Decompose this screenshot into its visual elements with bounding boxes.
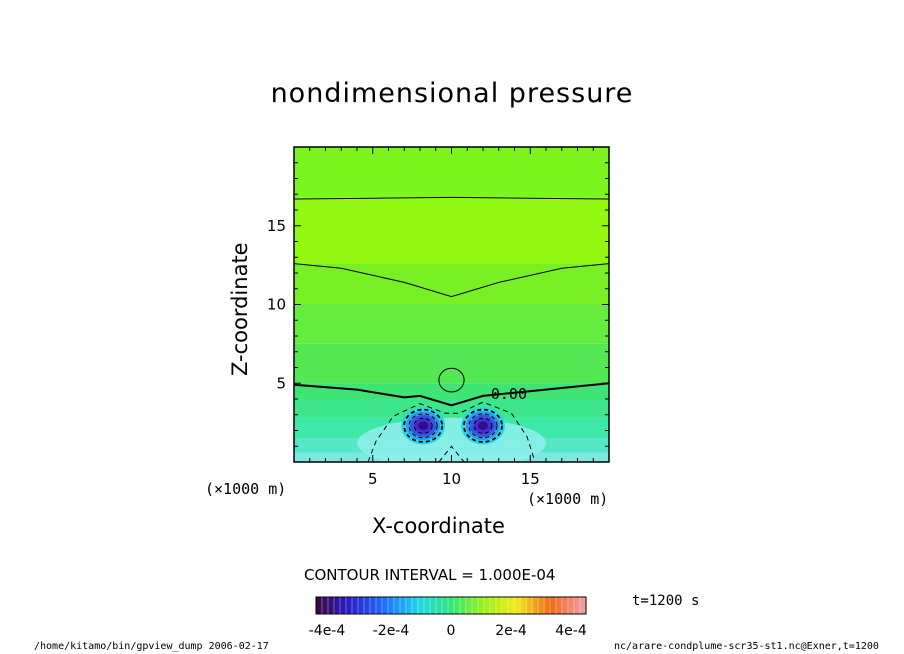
contour-negative: [403, 408, 444, 443]
contour-negative: [473, 417, 493, 434]
zero-contour-label: 0.00: [491, 385, 527, 403]
colorbar-tick-label: -2e-4: [373, 623, 410, 639]
contour-positive: [294, 263, 609, 298]
field-band: [294, 147, 609, 198]
pressure-minimum: [418, 421, 429, 431]
contour-negative: [463, 408, 503, 443]
x-unit-label: (×1000 m): [527, 490, 609, 508]
colorbar-tick-label: -4e-4: [309, 623, 346, 639]
y-tick-label: 5: [276, 374, 286, 392]
z-unit-label: (×1000 m): [205, 480, 287, 498]
colorbar-tick-label: 0: [447, 623, 456, 639]
contour-positive: [294, 196, 609, 200]
axis-ticks: 5 10 15 5 10 15: [267, 147, 609, 488]
y-axis-label: Z-coordinate: [228, 242, 252, 376]
colorbar-tick-label: 4e-4: [555, 623, 587, 639]
field-band: [294, 304, 609, 344]
contour-negative: [408, 413, 438, 439]
colorbar-bar: [315, 596, 587, 615]
field-band: [294, 343, 609, 384]
field-band: [294, 197, 609, 264]
field-band: [294, 263, 609, 305]
footer-left: /home/kitamo/bin/gpview_dump 2006-02-17: [34, 641, 269, 652]
x-tick-label: 10: [442, 470, 461, 488]
field-band: [294, 383, 609, 399]
page-title: nondimensional pressure: [270, 78, 634, 109]
contour-negative: [438, 445, 465, 462]
y-tick-label: 10: [267, 296, 286, 314]
field-band: [294, 399, 609, 418]
y-tick-label: 15: [267, 217, 286, 235]
contour-zero: [294, 382, 609, 407]
x-axis-label: X-coordinate: [372, 514, 505, 538]
footer-right: nc/arare-condplume-scr35-st1.nc@Exner,t=…: [614, 641, 879, 652]
contour-negative: [468, 413, 498, 439]
contour-negative: [413, 417, 433, 434]
colorbar-tick-label: 2e-4: [495, 623, 527, 639]
time-label: t=1200 s: [632, 593, 700, 609]
contour-layer: 0.00: [294, 196, 609, 462]
colorbar-stripes: -4e-4 -2e-4 0 2e-4 4e-4: [309, 597, 587, 639]
contour-interval-text: CONTOUR INTERVAL = 1.000E-04: [304, 566, 556, 584]
x-tick-label: 5: [368, 470, 378, 488]
pressure-minimum: [478, 421, 488, 431]
field-layer: [294, 147, 609, 462]
contour-positive: [438, 367, 465, 393]
x-tick-label: 15: [521, 470, 540, 488]
contour-negative: [367, 401, 536, 462]
